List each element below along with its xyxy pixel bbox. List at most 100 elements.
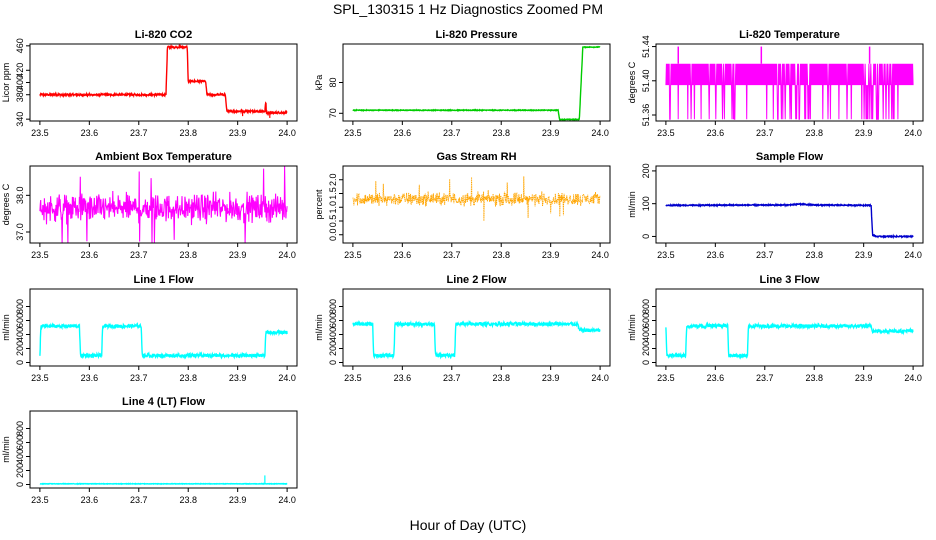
x-tick-label: 23.6 xyxy=(707,373,725,383)
series-ambient-box-temperature xyxy=(39,166,288,243)
y-tick-label: 800 xyxy=(328,299,338,314)
plot-frame xyxy=(29,410,298,489)
series-line xyxy=(352,176,601,221)
y-axis-label: ml/min xyxy=(1,314,11,341)
x-tick-label: 23.9 xyxy=(229,250,247,260)
series-li-820-temperature xyxy=(665,46,914,120)
x-tick-label: 23.8 xyxy=(179,373,197,383)
y-tick-label: 200 xyxy=(328,341,338,356)
x-tick-label: 23.6 xyxy=(394,373,412,383)
panel-title: Line 3 Flow xyxy=(760,274,820,286)
page-title: SPL_130315 1 Hz Diagnostics Zoomed PM xyxy=(332,1,604,17)
plot-frame xyxy=(655,165,924,244)
x-tick-label: 23.7 xyxy=(130,373,148,383)
x-tick-label: 23.5 xyxy=(31,495,49,505)
y-tick-label: 51.40 xyxy=(641,70,651,93)
y-tick-label: 0.5 xyxy=(328,215,338,228)
series-line-2-flow xyxy=(352,319,601,360)
y-tick-label: 0 xyxy=(328,360,338,365)
x-tick-label: 23.9 xyxy=(542,128,560,138)
plot-frame xyxy=(655,288,924,367)
x-tick-label: 23.9 xyxy=(229,373,247,383)
x-axis: 23.5 23.6 23.7 23.8 23.9 24.0 xyxy=(344,243,609,260)
plot-frame xyxy=(342,165,611,244)
x-tick-label: 24.0 xyxy=(278,128,296,138)
panel-title: Line 4 (LT) Flow xyxy=(122,396,205,408)
x-axis: 23.5 23.6 23.7 23.8 23.9 24.0 xyxy=(657,121,922,138)
plot-frame xyxy=(342,288,611,367)
x-tick-label: 23.6 xyxy=(81,495,99,505)
x-tick-label: 23.6 xyxy=(707,128,725,138)
x-tick-label: 23.7 xyxy=(130,128,148,138)
x-tick-label: 23.7 xyxy=(130,250,148,260)
plot-frame xyxy=(655,43,924,122)
x-tick-label: 23.9 xyxy=(855,128,873,138)
x-tick-label: 23.7 xyxy=(443,250,461,260)
y-tick-label: 800 xyxy=(15,421,25,436)
x-tick-label: 23.5 xyxy=(344,250,362,260)
y-axis-label: degrees C xyxy=(1,183,11,225)
y-tick-label: 400 xyxy=(328,327,338,342)
y-axis-label: percent xyxy=(314,189,324,220)
panel-line-2-flow: Line 2 Flow ml/min 23.5 23.6 23.7 23.8 23.9 24.… xyxy=(314,274,611,383)
x-axis: 23.5 23.6 23.7 23.8 23.9 24.0 xyxy=(344,366,609,383)
y-tick-label: 600 xyxy=(15,435,25,450)
x-tick-label: 23.9 xyxy=(229,495,247,505)
y-axis-label: ml/min xyxy=(1,436,11,463)
y-axis-label: ml/min xyxy=(314,314,324,341)
series-line-4-lt-flow xyxy=(39,475,288,486)
y-tick-label: 38.0 xyxy=(15,187,25,205)
x-tick-label: 24.0 xyxy=(278,373,296,383)
panel-li-820-pressure: Li-820 Pressure kPa 23.5 23.6 23.7 23.8 23.9 24… xyxy=(314,29,611,138)
y-axis-label: ml/min xyxy=(627,191,637,218)
plot-frame xyxy=(29,43,298,122)
x-tick-label: 23.6 xyxy=(394,128,412,138)
series-li-820-co2 xyxy=(39,44,288,118)
x-axis: 23.5 23.6 23.7 23.8 23.9 24.0 xyxy=(657,243,922,260)
x-tick-label: 23.7 xyxy=(756,128,774,138)
series-line xyxy=(352,319,601,360)
x-tick-label: 23.5 xyxy=(344,373,362,383)
y-tick-label: 400 xyxy=(15,327,25,342)
y-tick-label: 0 xyxy=(641,234,651,239)
x-tick-label: 24.0 xyxy=(904,373,922,383)
x-tick-label: 23.6 xyxy=(81,250,99,260)
series-line xyxy=(665,321,914,360)
series-line xyxy=(39,44,288,117)
y-tick-label: 0 xyxy=(15,360,25,365)
x-tick-label: 23.7 xyxy=(443,373,461,383)
y-tick-label: 400 xyxy=(15,75,25,90)
y-tick-label: 420 xyxy=(15,63,25,78)
x-tick-label: 23.8 xyxy=(805,250,823,260)
plot-frame xyxy=(29,165,298,244)
y-axis: 70 80 xyxy=(328,77,343,118)
y-tick-label: 600 xyxy=(328,313,338,328)
x-tick-label: 23.8 xyxy=(179,495,197,505)
x-tick-label: 24.0 xyxy=(278,495,296,505)
y-axis: 51.36 51.40 51.44 xyxy=(641,35,656,126)
y-tick-label: 600 xyxy=(641,313,651,328)
panel-title: Gas Stream RH xyxy=(436,151,516,163)
panel-title: Sample Flow xyxy=(756,151,824,163)
panel-title: Li-820 CO2 xyxy=(135,29,192,41)
panel-title: Li-820 Temperature xyxy=(739,29,840,41)
x-tick-label: 24.0 xyxy=(904,128,922,138)
y-axis: 0 100 200 xyxy=(641,163,656,239)
y-tick-label: 0 xyxy=(641,360,651,365)
x-tick-label: 23.5 xyxy=(31,128,49,138)
series-gas-stream-rh xyxy=(352,176,601,221)
x-tick-label: 23.8 xyxy=(179,250,197,260)
y-tick-label: 400 xyxy=(641,327,651,342)
x-axis: 23.5 23.6 23.7 23.8 23.9 24.0 xyxy=(31,243,296,260)
panel-title: Li-820 Pressure xyxy=(436,29,518,41)
x-tick-label: 23.8 xyxy=(492,250,510,260)
x-tick-label: 23.7 xyxy=(756,373,774,383)
panel-sample-flow: Sample Flow ml/min 23.5 23.6 23.7 23.8 23.9 24.… xyxy=(627,151,924,260)
x-tick-label: 24.0 xyxy=(591,250,609,260)
